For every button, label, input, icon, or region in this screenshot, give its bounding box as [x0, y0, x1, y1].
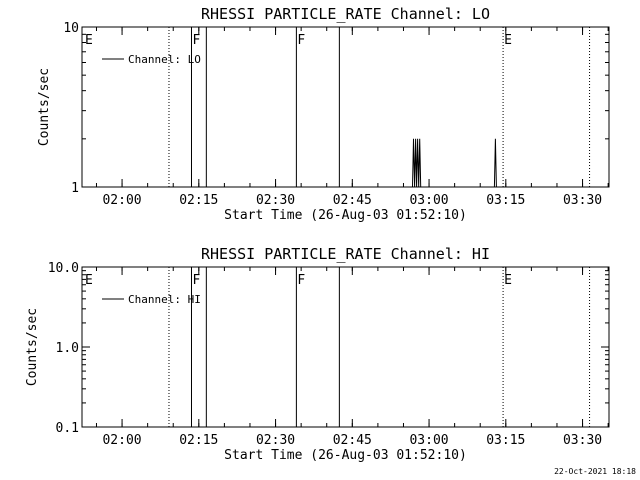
series-line	[412, 138, 497, 188]
x-tick-label: 03:15	[486, 193, 525, 208]
x-tick-label: 02:45	[333, 193, 372, 208]
event-marker-label: E	[504, 33, 512, 48]
legend-entry: Channel: LO	[128, 53, 201, 66]
event-marker-label: E	[85, 33, 93, 48]
chart-title: RHESSI PARTICLE_RATE Channel: LO	[201, 5, 490, 23]
y-tick-label: 10.0	[48, 261, 79, 276]
x-tick-label: 02:45	[333, 433, 372, 448]
x-tick-label: 03:30	[563, 433, 602, 448]
legend-entry: Channel: HI	[128, 293, 201, 306]
x-axis-label: Start Time (26-Aug-03 01:52:10)	[224, 208, 467, 223]
event-marker-label: F	[297, 273, 305, 288]
x-tick-label: 02:30	[256, 433, 295, 448]
event-marker-label: F	[192, 33, 200, 48]
y-tick-label: 0.1	[56, 421, 79, 436]
x-tick-label: 02:00	[102, 193, 141, 208]
x-tick-label: 03:15	[486, 433, 525, 448]
chart-title: RHESSI PARTICLE_RATE Channel: HI	[201, 245, 490, 263]
x-axis-label: Start Time (26-Aug-03 01:52:10)	[224, 448, 467, 463]
x-tick-label: 02:15	[179, 193, 218, 208]
event-marker-label: F	[297, 33, 305, 48]
x-tick-label: 02:15	[179, 433, 218, 448]
y-axis-label: Counts/sec	[37, 68, 52, 146]
x-tick-label: 02:30	[256, 193, 295, 208]
x-tick-label: 02:00	[102, 433, 141, 448]
footer-timestamp: 22-Oct-2021 18:18	[554, 467, 636, 476]
x-tick-label: 03:00	[409, 193, 448, 208]
event-marker-label: F	[192, 273, 200, 288]
y-tick-label: 1	[71, 181, 79, 196]
plot-frame	[81, 26, 610, 188]
y-tick-label: 1.0	[56, 341, 79, 356]
y-axis-label: Counts/sec	[25, 308, 40, 386]
x-tick-label: 03:30	[563, 193, 602, 208]
event-marker-label: E	[85, 273, 93, 288]
y-tick-label: 10	[63, 21, 79, 36]
plot-frame	[81, 266, 610, 428]
x-tick-label: 03:00	[409, 433, 448, 448]
event-marker-label: E	[504, 273, 512, 288]
